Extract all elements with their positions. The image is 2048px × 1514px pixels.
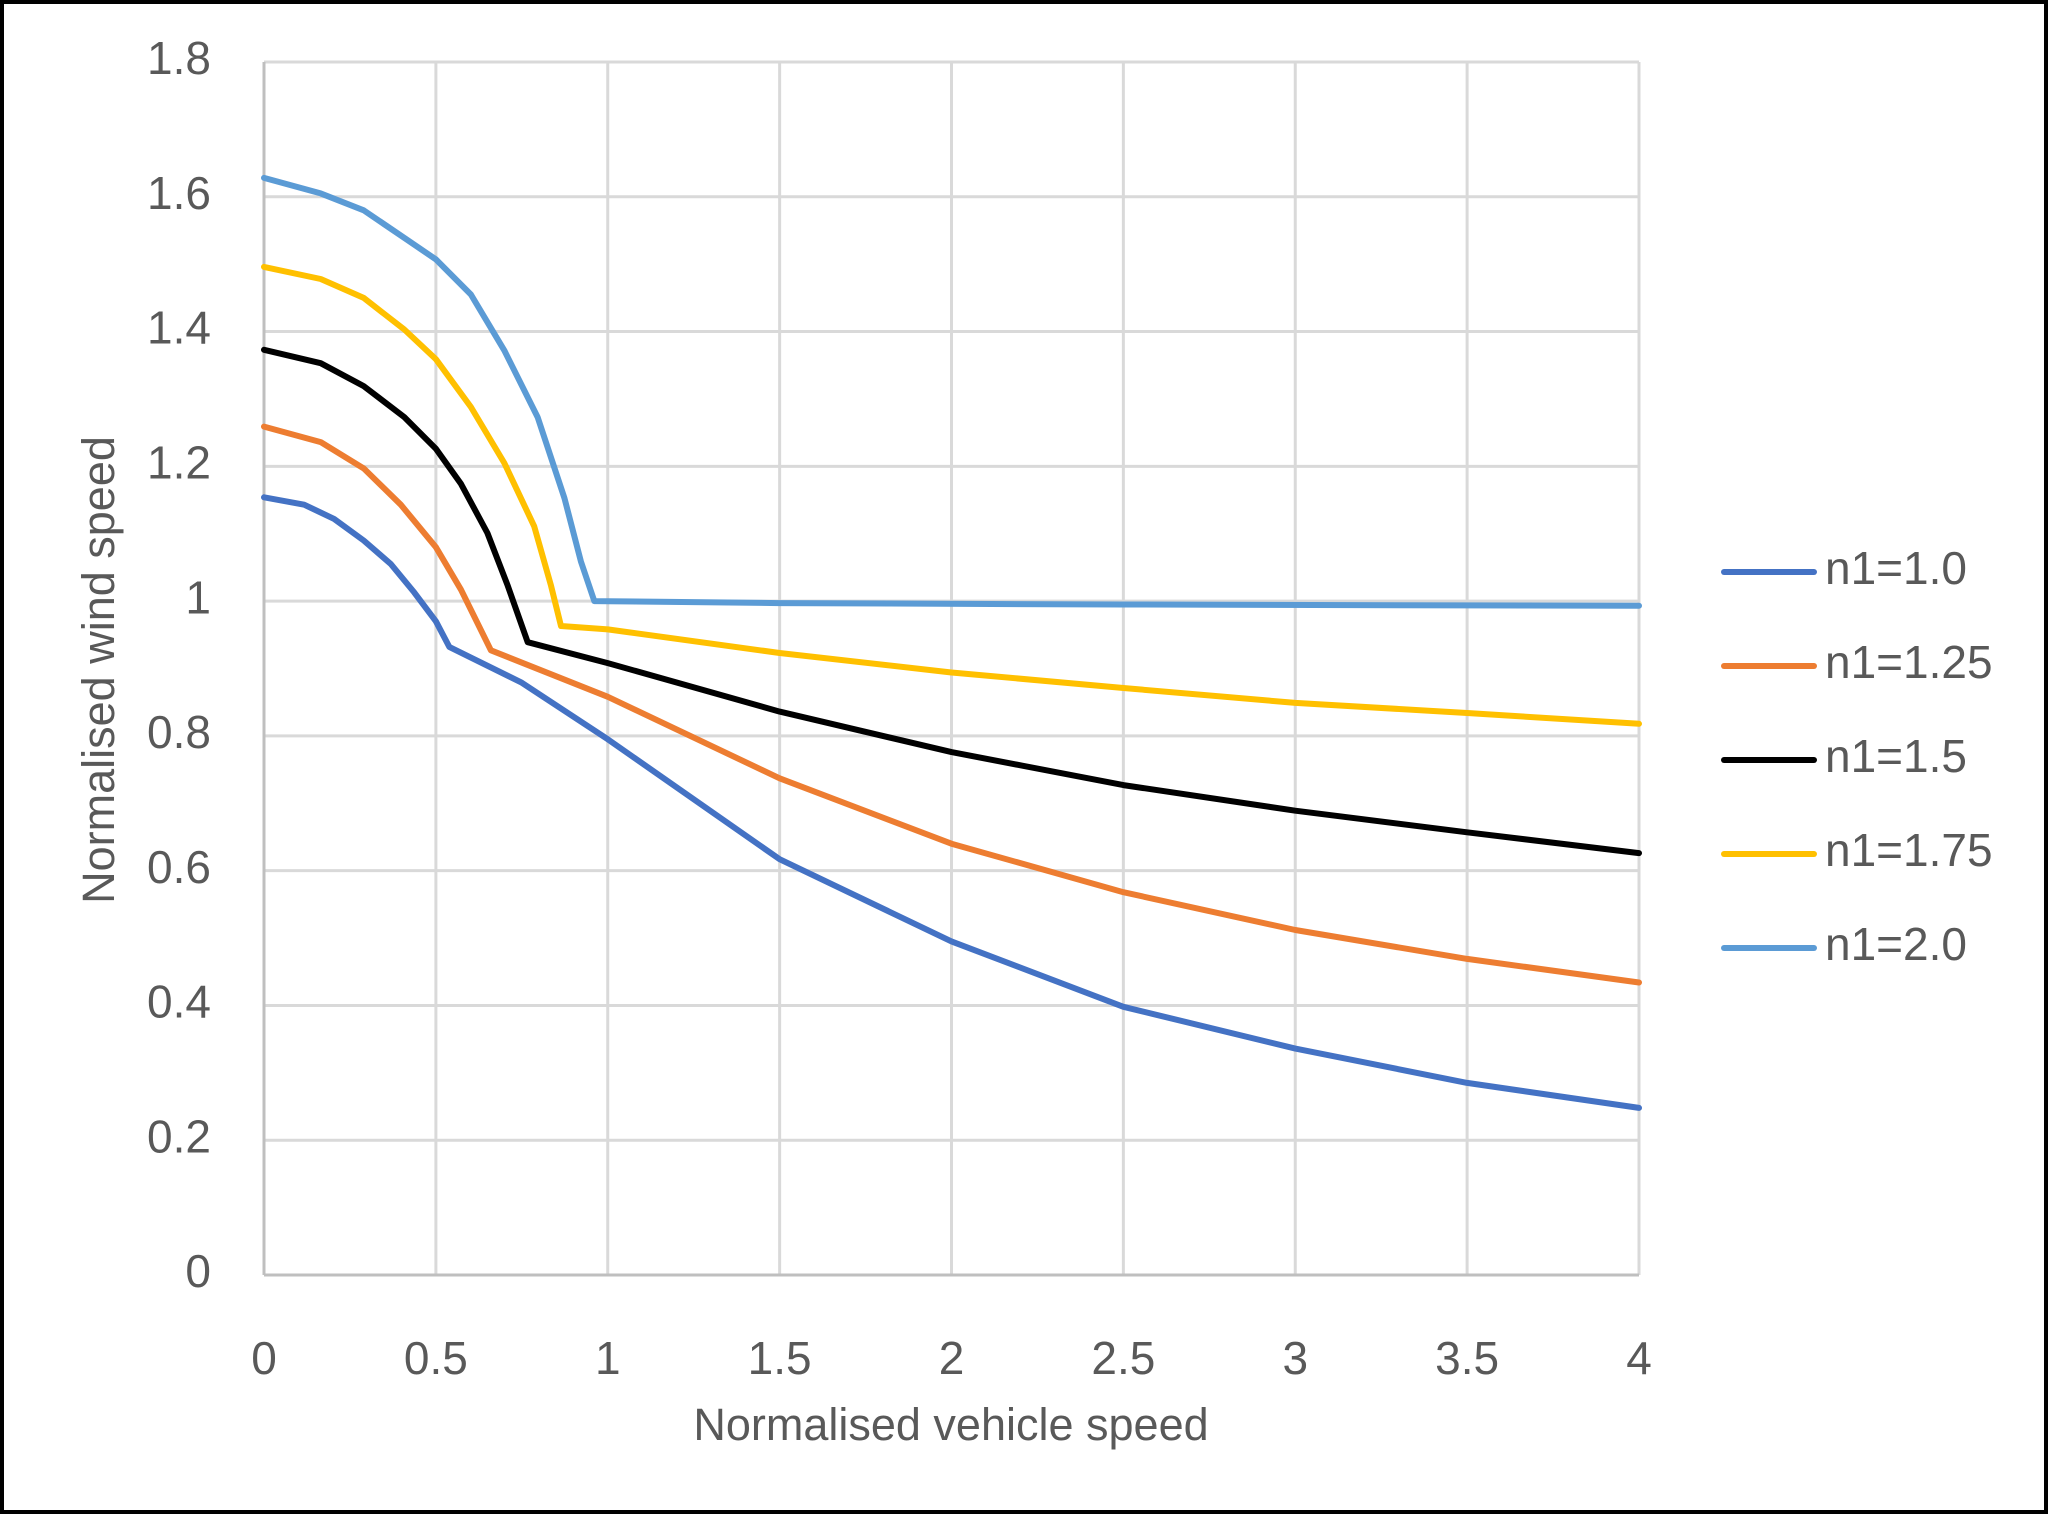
x-axis-title: Normalised vehicle speed — [693, 1399, 1208, 1450]
x-tick-label: 0 — [251, 1332, 277, 1384]
x-tick-label: 3.5 — [1435, 1332, 1499, 1384]
legend-item: n1=1.0 — [1721, 542, 1967, 594]
legend-item: n1=1.5 — [1721, 730, 1967, 782]
x-tick-label: 2 — [939, 1332, 965, 1384]
y-tick-label: 1.2 — [147, 436, 211, 488]
x-tick-label: 3 — [1282, 1332, 1308, 1384]
y-tick-label: 0.4 — [147, 976, 211, 1028]
series-group — [261, 174, 1642, 1111]
series-line-n1=1.0 — [261, 494, 1642, 1111]
series-line-n1=1.75 — [261, 263, 1642, 727]
legend-label: n1=1.0 — [1825, 542, 1967, 594]
series-line-n1=2.0 — [261, 174, 1642, 609]
legend-label: n1=1.5 — [1825, 730, 1967, 782]
x-tick-label: 4 — [1626, 1332, 1652, 1384]
legend-item: n1=2.0 — [1721, 918, 1967, 970]
line-chart: 0 0.5 1 1.5 2 2.5 3 3.5 4 0 0.2 0.4 0.6 0.8 1 1.2 1.4 1.6… — [73, 32, 1993, 1450]
legend-label: n1=2.0 — [1825, 918, 1967, 970]
legend-label: n1=1.75 — [1825, 824, 1993, 876]
y-tick-label: 1.6 — [147, 167, 211, 219]
series-line-n1=1.25 — [261, 423, 1642, 986]
x-tick-label: 1 — [595, 1332, 621, 1384]
y-tick-label: 0 — [185, 1245, 211, 1297]
x-tick-label: 0.5 — [404, 1332, 468, 1384]
x-tick-label: 2.5 — [1091, 1332, 1155, 1384]
y-tick-label: 0.6 — [147, 841, 211, 893]
y-tick-label: 1 — [185, 571, 211, 623]
y-tick-label: 0.2 — [147, 1110, 211, 1162]
y-tick-label: 1.8 — [147, 32, 211, 84]
legend-item: n1=1.25 — [1721, 636, 1993, 688]
legend: n1=1.0 n1=1.25 n1=1.5 n1=1.75 n1=2.0 — [1721, 542, 1993, 970]
legend-label: n1=1.25 — [1825, 636, 1993, 688]
axes: 0 0.5 1 1.5 2 2.5 3 3.5 4 0 0.2 0.4 0.6 0.8 1 1.2 1.4 1.6… — [147, 32, 1652, 1384]
x-tick-label: 1.5 — [748, 1332, 812, 1384]
legend-item: n1=1.75 — [1721, 824, 1993, 876]
y-tick-label: 1.4 — [147, 302, 211, 354]
y-tick-label: 0.8 — [147, 706, 211, 758]
y-axis-title: Normalised wind speed — [73, 436, 124, 904]
series-line-n1=1.5 — [261, 346, 1642, 857]
gridlines — [262, 60, 1641, 1277]
